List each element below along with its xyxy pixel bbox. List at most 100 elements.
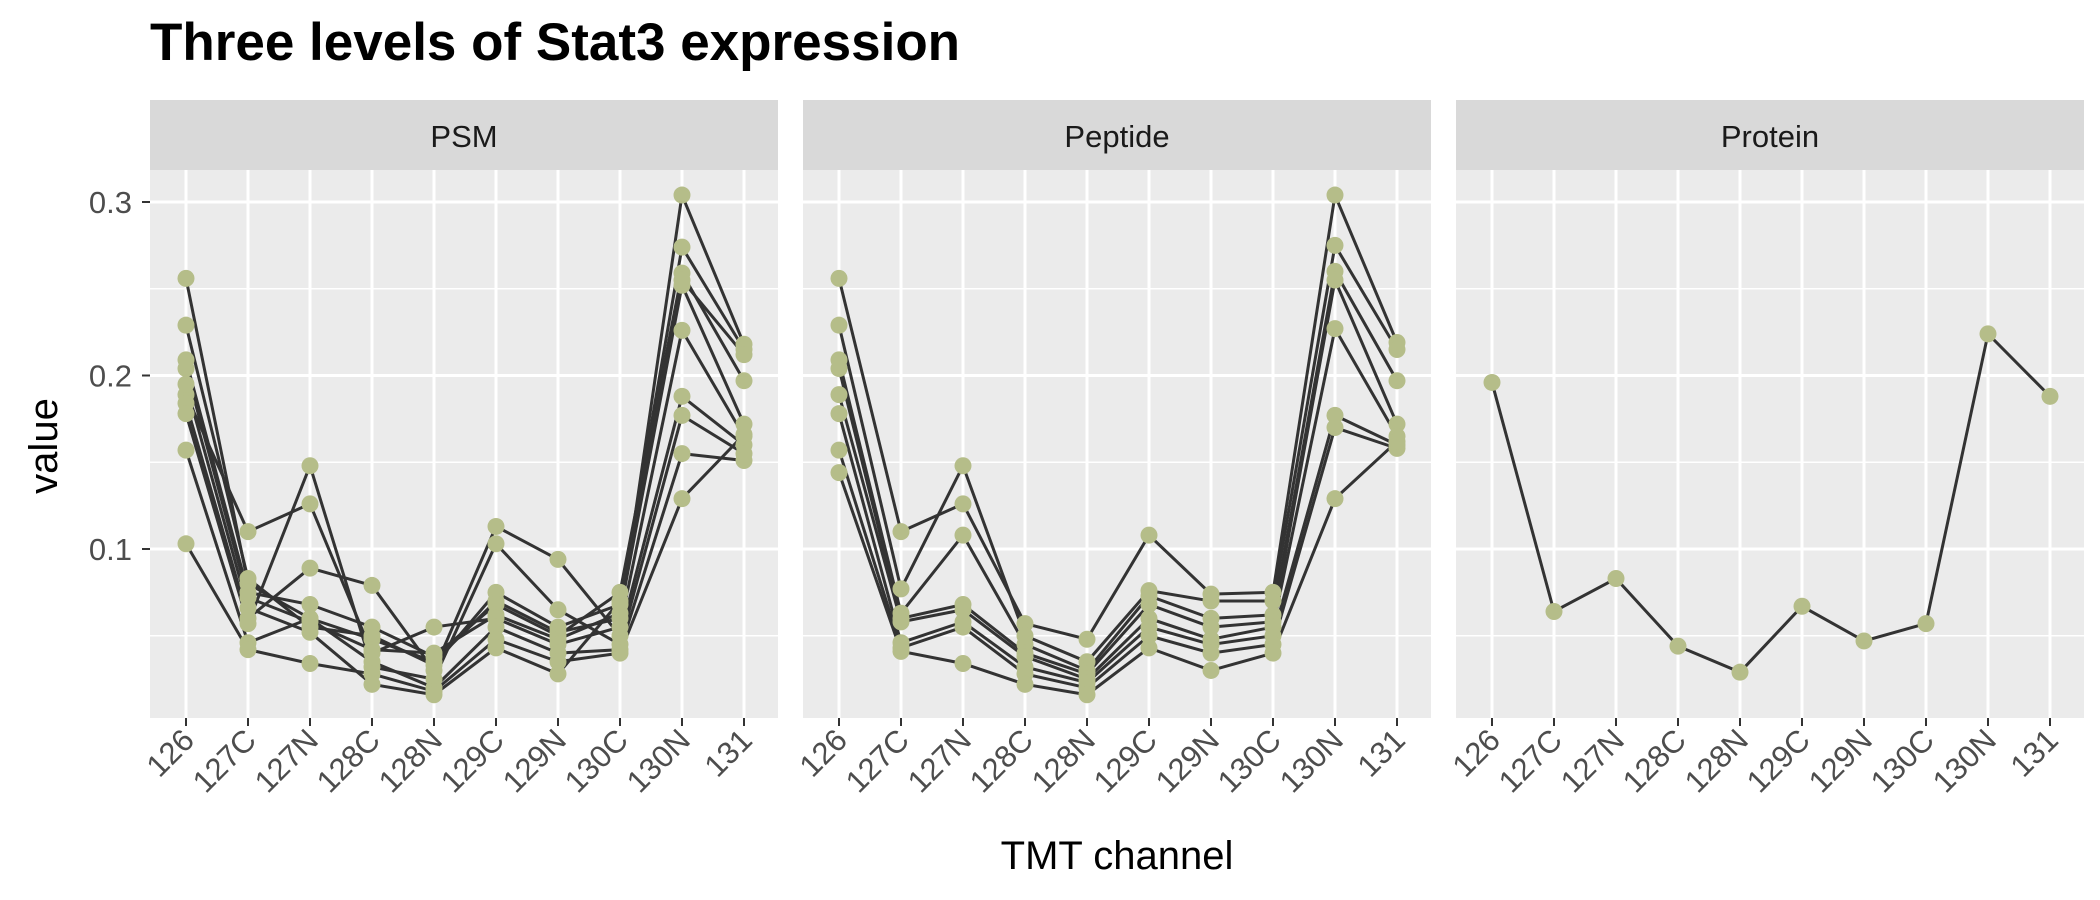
data-point — [1979, 325, 1997, 343]
data-point — [892, 642, 910, 660]
data-point — [1016, 615, 1034, 633]
x-tick-label: 127C — [839, 722, 916, 799]
data-point — [363, 618, 381, 636]
x-tick-label: 128C — [310, 722, 387, 799]
data-point — [673, 445, 691, 463]
data-point — [1202, 644, 1220, 662]
x-tick-label: 127N — [248, 722, 325, 799]
data-point — [954, 655, 972, 673]
data-point — [673, 490, 691, 508]
data-point — [673, 238, 691, 256]
data-point — [363, 653, 381, 671]
data-point — [1388, 340, 1406, 358]
data-point — [954, 618, 972, 636]
data-point — [1326, 186, 1344, 204]
data-point — [673, 271, 691, 289]
x-tick-label: 127N — [901, 722, 978, 799]
data-point — [830, 405, 848, 423]
x-tick-label: 130C — [1211, 722, 1288, 799]
facet-strip — [150, 100, 778, 170]
data-point — [301, 609, 319, 627]
data-point — [177, 360, 195, 378]
series-line — [837, 425, 1398, 690]
x-tick-label: 129C — [434, 722, 511, 799]
data-point — [830, 441, 848, 459]
series-line — [184, 393, 745, 674]
data-point — [1388, 372, 1406, 390]
y-tick-label: 0.2 — [89, 359, 132, 394]
data-point — [1202, 661, 1220, 679]
data-point — [425, 686, 443, 704]
data-point — [239, 599, 257, 617]
data-point — [2041, 387, 2059, 405]
x-tick-label: 130C — [1864, 722, 1941, 799]
data-point — [1326, 236, 1344, 254]
data-point — [1669, 637, 1687, 655]
chart-title: Three levels of Stat3 expression — [150, 13, 960, 72]
series-line — [837, 274, 1399, 676]
x-tick-label: 131 — [1351, 722, 1412, 783]
data-point — [611, 592, 629, 610]
series-line — [837, 189, 1399, 641]
facet-panel-protein: Protein126127C127N128C128N129C129N130C13… — [1446, 100, 2084, 799]
x-tick-label: 131 — [2004, 722, 2065, 783]
data-point — [363, 576, 381, 594]
data-point — [1855, 632, 1873, 650]
x-tick-label: 129N — [1149, 722, 1226, 799]
data-point — [301, 559, 319, 577]
data-point — [1326, 490, 1344, 508]
data-point — [1388, 432, 1406, 450]
data-point — [301, 596, 319, 614]
data-point — [239, 615, 257, 633]
series-line — [184, 280, 746, 655]
data-point — [301, 457, 319, 475]
data-point — [177, 375, 195, 393]
facet-strip-label: Protein — [1721, 119, 1819, 154]
y-axis: 0.1 0.2 0.3 — [89, 185, 150, 567]
series-line — [184, 413, 745, 681]
data-point — [830, 360, 848, 378]
series-line — [1490, 330, 2052, 674]
data-point — [301, 495, 319, 513]
data-point — [1078, 686, 1096, 704]
x-tick-label: 130N — [620, 722, 697, 799]
data-point — [735, 346, 753, 364]
data-point — [1483, 373, 1501, 391]
x-tick-label: 127C — [1492, 722, 1569, 799]
facet-panel-peptide: Peptide126127C127N128C128N129C129N130C13… — [793, 100, 1431, 799]
data-point — [735, 372, 753, 390]
data-point — [673, 387, 691, 405]
data-point — [1140, 639, 1158, 657]
data-point — [1140, 596, 1158, 614]
x-tick-label: 128N — [372, 722, 449, 799]
data-point — [549, 665, 567, 683]
data-point — [954, 601, 972, 619]
data-point — [1607, 569, 1625, 587]
data-point — [487, 639, 505, 657]
data-point — [954, 457, 972, 475]
series-line — [184, 326, 746, 656]
data-point — [1326, 419, 1344, 437]
data-point — [611, 644, 629, 662]
series-line — [184, 449, 745, 690]
x-tick-label: 127C — [186, 722, 263, 799]
data-point — [549, 653, 567, 671]
data-point — [1140, 627, 1158, 645]
data-point — [954, 495, 972, 513]
data-point — [239, 569, 257, 587]
x-tick-label: 128N — [1025, 722, 1102, 799]
data-point — [673, 186, 691, 204]
x-tick-label: 128N — [1678, 722, 1755, 799]
data-point — [177, 316, 195, 334]
data-point — [735, 425, 753, 443]
data-point — [1202, 592, 1220, 610]
x-tick-label: 131 — [698, 722, 759, 783]
data-point — [1202, 618, 1220, 636]
data-point — [549, 601, 567, 619]
y-axis-title: value — [22, 398, 66, 494]
data-point — [1917, 615, 1935, 633]
data-point — [611, 604, 629, 622]
series-line — [184, 433, 746, 693]
data-point — [1793, 597, 1811, 615]
